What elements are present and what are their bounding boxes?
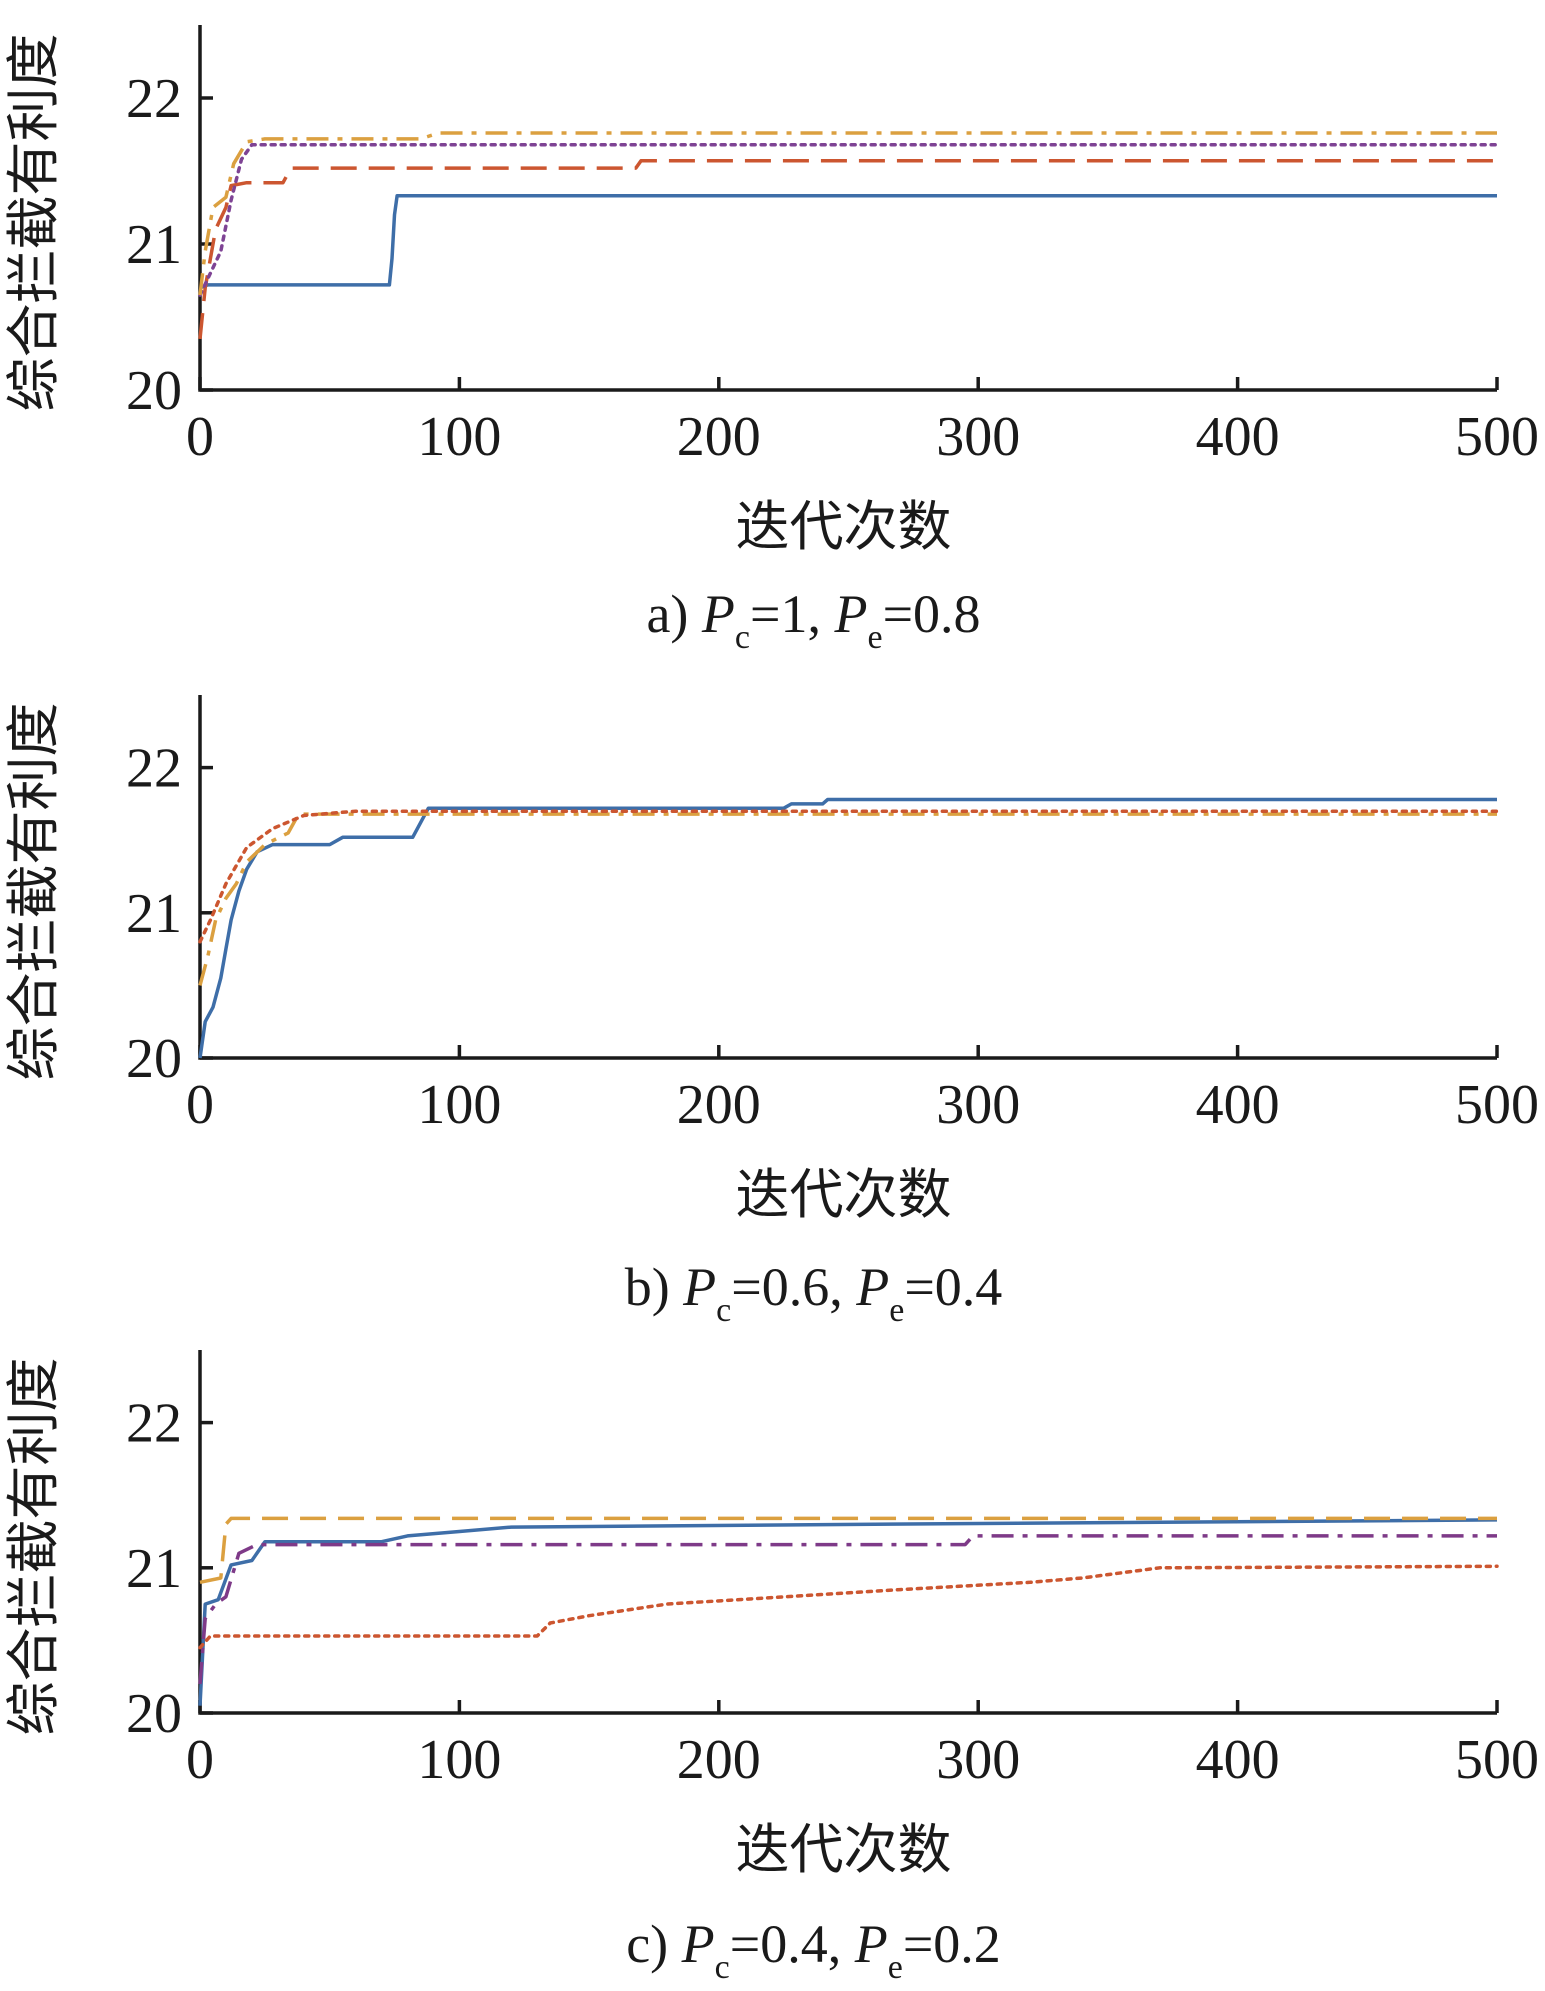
x-tick-label: 300 <box>936 1729 1020 1791</box>
caption-part: e <box>888 1949 903 1986</box>
x-tick-label: 200 <box>677 1729 761 1791</box>
y-tick-label: 21 <box>126 214 182 276</box>
series-line-dashed <box>199 1516 1497 1585</box>
axes <box>198 695 1497 1060</box>
x-tick-label: 0 <box>186 1729 214 1791</box>
x-axis-title: 迭代次数 <box>736 495 952 558</box>
x-tick-label: 500 <box>1455 1074 1539 1136</box>
caption-part: c) <box>626 1914 681 1974</box>
series-line-dashdot <box>198 812 1497 986</box>
caption-part: e <box>867 619 882 656</box>
y-tick-label: 22 <box>126 68 182 130</box>
series-line-solid <box>199 194 1497 290</box>
caption-part: P <box>681 1914 715 1974</box>
x-tick-label: 200 <box>677 406 761 468</box>
y-axis-title: 综合拦截有利度 <box>2 703 65 1081</box>
y-axis-title: 综合拦截有利度 <box>2 1358 65 1736</box>
caption-part: P <box>682 1257 716 1317</box>
series-line-dotted <box>198 809 1499 944</box>
caption-part: c <box>715 1949 730 1986</box>
x-axis-title: 迭代次数 <box>736 1818 952 1881</box>
series-line-dashdot <box>198 1534 1497 1685</box>
panel-caption: c) Pc=0.4, Pe=0.2 <box>626 1914 1001 1986</box>
x-axis-title: 迭代次数 <box>736 1163 952 1226</box>
series-line-dashdot <box>198 131 1497 296</box>
caption-part: =0.8 <box>883 584 981 644</box>
caption-part: =1, <box>750 584 834 644</box>
y-tick-label: 20 <box>126 1683 182 1745</box>
caption-part: a) <box>646 584 701 644</box>
caption-part: =0.4 <box>904 1257 1002 1317</box>
y-axis-title: 综合拦截有利度 <box>2 34 65 412</box>
caption-part: P <box>701 584 735 644</box>
panel-caption: b) Pc=0.6, Pe=0.4 <box>625 1257 1003 1329</box>
x-tick-label: 200 <box>677 1074 761 1136</box>
x-tick-label: 400 <box>1196 1729 1280 1791</box>
y-tick-label: 22 <box>126 738 182 800</box>
axes <box>198 1350 1497 1715</box>
x-tick-label: 0 <box>186 1074 214 1136</box>
x-tick-label: 100 <box>417 1729 501 1791</box>
x-tick-label: 400 <box>1196 1074 1280 1136</box>
y-tick-label: 21 <box>126 1538 182 1600</box>
x-tick-label: 400 <box>1196 406 1280 468</box>
panel-a: 20 21 22 0 100 200 300 400 500 迭代次数 综合拦截有利度 a) Pc=1… <box>2 25 1539 656</box>
caption-part: c <box>735 619 750 656</box>
caption-part: P <box>854 1914 888 1974</box>
series-line-solid <box>198 797 1497 1059</box>
panel-caption: a) Pc=1, Pe=0.8 <box>646 584 980 656</box>
caption-part: c <box>716 1292 731 1329</box>
series-line-dashed <box>198 159 1497 340</box>
caption-part: P <box>855 1257 889 1317</box>
x-tick-label: 0 <box>186 406 214 468</box>
x-tick-label: 500 <box>1455 406 1539 468</box>
series-line-dotted <box>198 1564 1499 1650</box>
series-line-dotted <box>198 142 1499 297</box>
caption-part: =0.6, <box>731 1257 856 1317</box>
caption-part: =0.2 <box>903 1914 1001 1974</box>
series-line-solid <box>198 1518 1498 1706</box>
x-tick-label: 100 <box>417 406 501 468</box>
y-tick-label: 21 <box>126 883 182 945</box>
caption-part: e <box>889 1292 904 1329</box>
caption-part: b) <box>625 1257 683 1317</box>
x-tick-label: 100 <box>417 1074 501 1136</box>
x-tick-label: 300 <box>936 1074 1020 1136</box>
x-tick-label: 500 <box>1455 1729 1539 1791</box>
x-tick-label: 300 <box>936 406 1020 468</box>
y-tick-label: 22 <box>126 1393 182 1455</box>
caption-part: P <box>833 584 867 644</box>
y-tick-label: 20 <box>126 1028 182 1090</box>
y-tick-label: 20 <box>126 360 182 422</box>
caption-part: =0.4, <box>730 1914 855 1974</box>
